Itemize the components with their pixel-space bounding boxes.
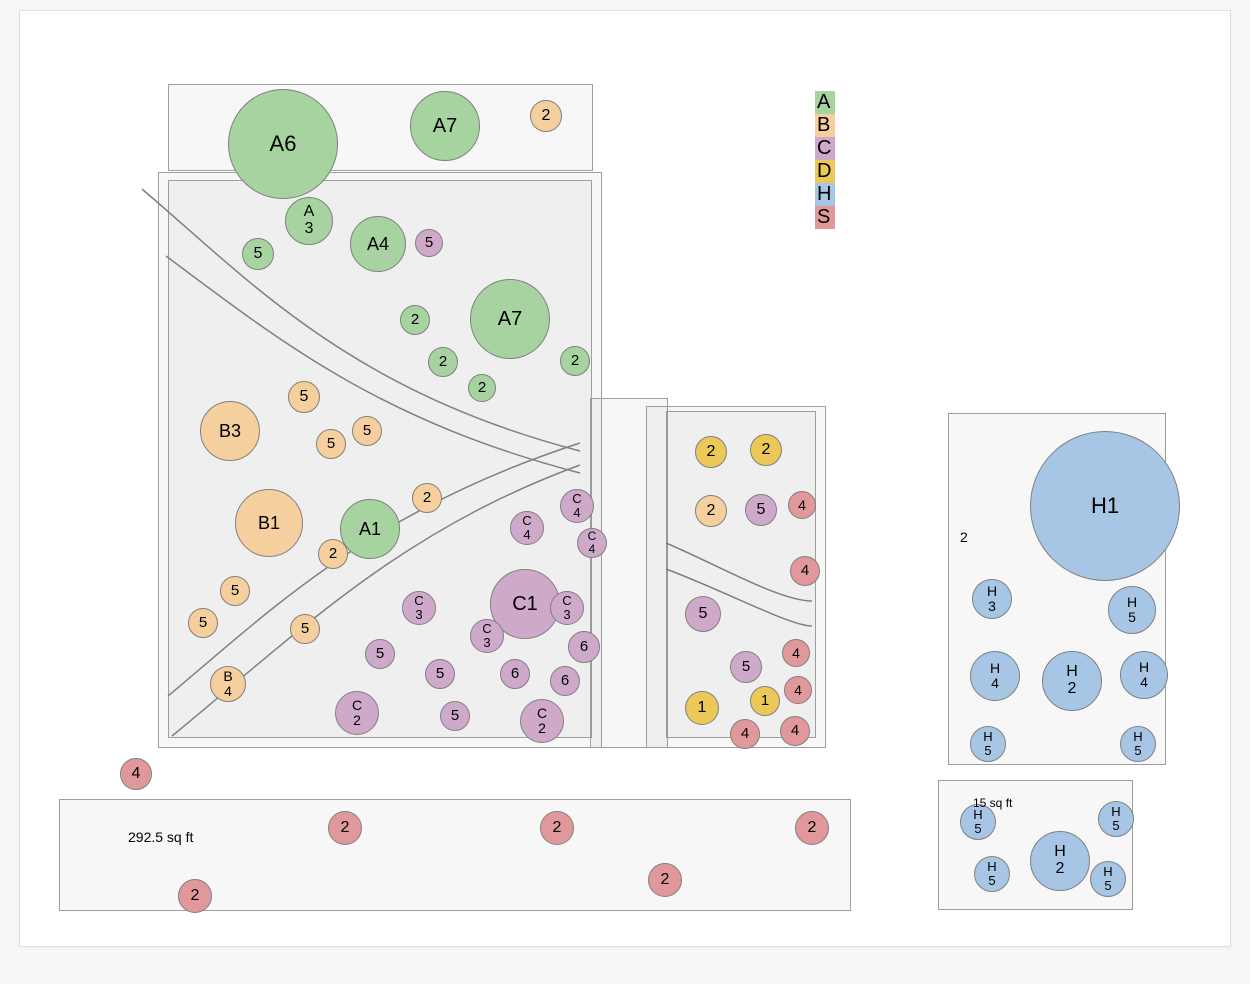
b5-e: 5 [188, 608, 218, 638]
h2-lbl: 2 [960, 529, 968, 545]
b2-b: 2 [318, 539, 348, 569]
d1-a: 1 [685, 691, 719, 725]
b5-d: 5 [220, 576, 250, 606]
a2-d: 2 [560, 346, 590, 376]
c5-r: 5 [745, 494, 777, 526]
b4: B 4 [210, 666, 246, 702]
c6-c: 6 [550, 666, 580, 696]
a3: A 3 [285, 197, 333, 245]
s4-d: 4 [784, 676, 812, 704]
b2-r: 2 [695, 495, 727, 527]
legend: ABCDHS [815, 91, 835, 229]
b2-a: 2 [412, 483, 442, 513]
h4-a: H 4 [970, 651, 1020, 701]
h1: H1 [1030, 431, 1180, 581]
h3: H 3 [972, 579, 1012, 619]
c5-b: 5 [425, 659, 455, 689]
a4: A4 [350, 216, 406, 272]
s4-out: 4 [120, 758, 152, 790]
b5-b: 5 [316, 429, 346, 459]
h2: H 2 [1042, 651, 1102, 711]
legend-swatch: B [815, 114, 835, 137]
c5-r2: 5 [685, 596, 721, 632]
sqft-label: 292.5 sq ft [128, 829, 193, 845]
h4-b: H 4 [1120, 651, 1168, 699]
s2-e: 2 [178, 879, 212, 913]
s4-c: 4 [782, 639, 810, 667]
h5-c: H 5 [1120, 726, 1156, 762]
s4-e: 4 [730, 719, 760, 749]
b1: B1 [235, 489, 303, 557]
a2-b: 2 [428, 347, 458, 377]
b5-c: 5 [352, 416, 382, 446]
h5-e: H 5 [1098, 801, 1134, 837]
legend-label: D [815, 160, 835, 183]
c4-b: C 4 [560, 489, 594, 523]
legend-label: C [815, 137, 835, 160]
legend-swatch: A [815, 91, 835, 114]
h5-f: H 5 [974, 856, 1010, 892]
legend-item-S: S [815, 206, 835, 229]
c2-a: C 2 [335, 691, 379, 735]
a2-c: 2 [468, 374, 496, 402]
s2-b: 2 [540, 811, 574, 845]
c4-a: C 4 [510, 511, 544, 545]
legend-label: H [815, 183, 835, 206]
legend-item-H: H [815, 183, 835, 206]
d2-a: 2 [695, 436, 727, 468]
c5-r3: 5 [730, 651, 762, 683]
b5-f: 5 [290, 614, 320, 644]
a5-left: 5 [242, 238, 274, 270]
d1-b: 1 [750, 686, 780, 716]
s4-a: 4 [788, 491, 816, 519]
c5-c: 5 [440, 701, 470, 731]
legend-label: S [815, 206, 835, 229]
legend-swatch: H [815, 183, 835, 206]
c3-b: C 3 [470, 619, 504, 653]
c3-c: C 3 [550, 591, 584, 625]
h2-b: H 2 [1030, 831, 1090, 891]
c5-top: 5 [415, 229, 443, 257]
h5-b: H 5 [970, 726, 1006, 762]
c6-a: 6 [568, 631, 600, 663]
a1: A1 [340, 499, 400, 559]
a2-a: 2 [400, 305, 430, 335]
c6-b: 6 [500, 659, 530, 689]
h-lower-sqft: 15 sq ft [973, 796, 1012, 810]
legend-swatch: S [815, 206, 835, 229]
h5-g: H 5 [1090, 861, 1126, 897]
legend-swatch: D [815, 160, 835, 183]
s4-b: 4 [790, 556, 820, 586]
b3: B3 [200, 401, 260, 461]
s2-c: 2 [795, 811, 829, 845]
legend-item-A: A [815, 91, 835, 114]
c2-b: C 2 [520, 699, 564, 743]
legend-item-B: B [815, 114, 835, 137]
s2-a: 2 [328, 811, 362, 845]
h5-a: H 5 [1108, 586, 1156, 634]
legend-label: B [815, 114, 835, 137]
legend-swatch: C [815, 137, 835, 160]
a6: A6 [228, 89, 338, 199]
c5-a: 5 [365, 639, 395, 669]
s2-d: 2 [648, 863, 682, 897]
legend-label: A [815, 91, 835, 114]
c4-c: C 4 [577, 528, 607, 558]
c3-a: C 3 [402, 591, 436, 625]
diagram-canvas: A6A72A 3A455A722225B3552B1A12555B 4C 4C … [19, 10, 1231, 947]
legend-item-D: D [815, 160, 835, 183]
legend-item-C: C [815, 137, 835, 160]
a7-top: A7 [410, 91, 480, 161]
s4-f: 4 [780, 716, 810, 746]
b2-top: 2 [530, 100, 562, 132]
b5-a: 5 [288, 381, 320, 413]
a7-big: A7 [470, 279, 550, 359]
d2-b: 2 [750, 434, 782, 466]
